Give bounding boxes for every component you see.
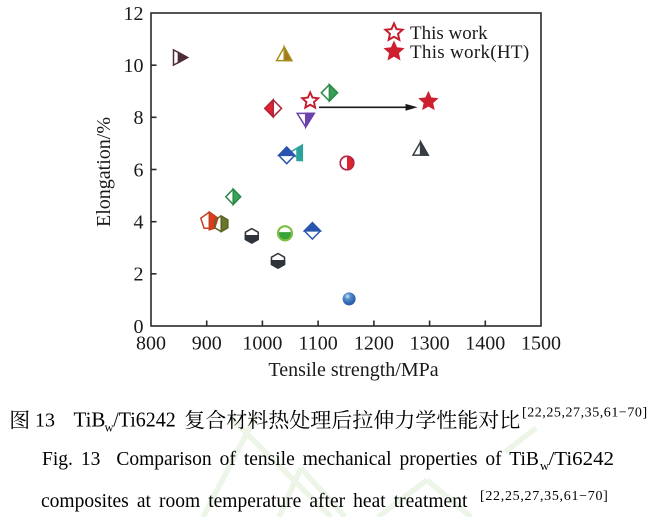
svg-text:/Ti6242: /Ti6242 <box>549 449 615 470</box>
svg-text:12: 12 <box>124 3 144 25</box>
svg-text:6: 6 <box>134 159 144 181</box>
svg-text:1400: 1400 <box>465 333 505 355</box>
svg-text:This work: This work <box>410 23 488 44</box>
svg-text:/Ti6242: /Ti6242 <box>113 408 176 432</box>
svg-text:This work(HT): This work(HT) <box>410 42 529 63</box>
svg-text:2: 2 <box>134 264 144 286</box>
svg-text:composites at room temperature: composites at room temperature after hea… <box>41 491 468 512</box>
svg-text:1200: 1200 <box>354 333 394 355</box>
svg-text:0: 0 <box>134 316 144 338</box>
svg-text:1000: 1000 <box>242 333 282 355</box>
svg-text:Tensile strength/MPa: Tensile strength/MPa <box>268 359 438 381</box>
svg-text:1500: 1500 <box>521 333 561 355</box>
svg-text:w: w <box>105 421 114 435</box>
svg-text:8: 8 <box>134 107 144 129</box>
svg-text:w: w <box>540 459 549 473</box>
svg-text:13: 13 <box>35 410 55 432</box>
svg-text:1100: 1100 <box>298 333 337 355</box>
svg-text:TiB: TiB <box>74 408 106 432</box>
svg-text:4: 4 <box>134 212 144 234</box>
svg-text:Fig. 13 Comparison of tensile: Fig. 13 Comparison of tensile mechanical… <box>42 449 539 470</box>
svg-text:900: 900 <box>192 333 222 355</box>
svg-text:Elongation/%: Elongation/% <box>93 117 115 227</box>
svg-text:[22,25,27,35,61−70]: [22,25,27,35,61−70] <box>522 406 648 421</box>
svg-text:10: 10 <box>124 55 144 77</box>
svg-text:1300: 1300 <box>410 333 450 355</box>
svg-text:[22,25,27,35,61−70]: [22,25,27,35,61−70] <box>480 489 609 504</box>
svg-text:800: 800 <box>136 333 166 355</box>
